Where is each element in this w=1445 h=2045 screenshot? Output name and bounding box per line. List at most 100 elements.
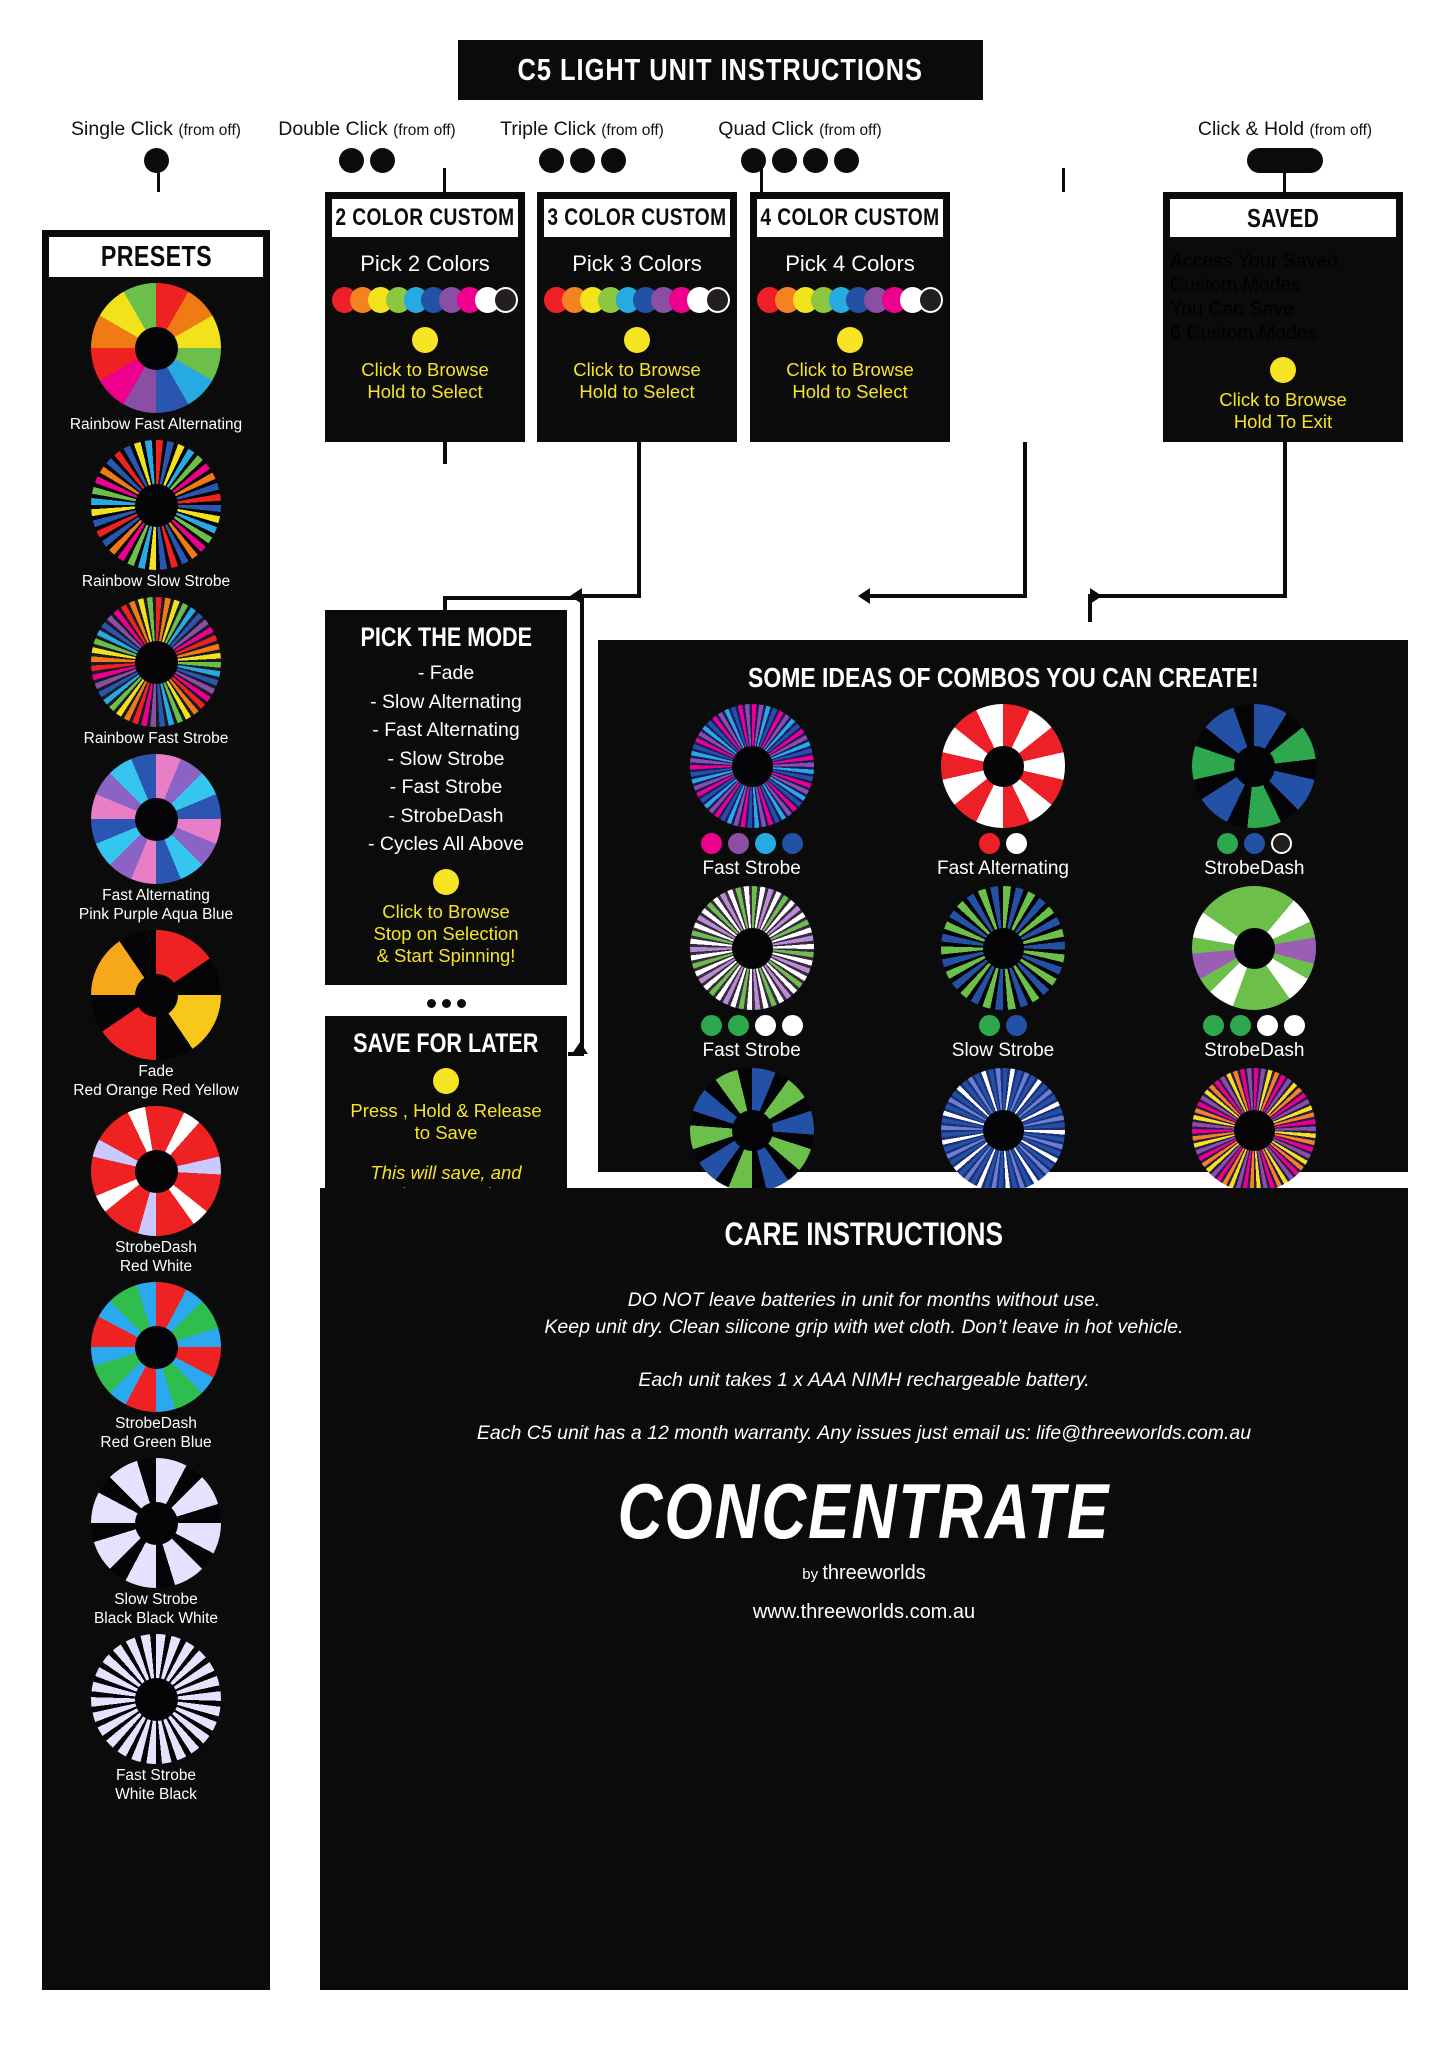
preset-caption: StrobeDash Red White: [49, 1238, 263, 1276]
panel-subtitle: Pick 3 Colors: [572, 251, 702, 276]
light-ring-graphic: [91, 1282, 221, 1412]
click-dot-icon: [600, 147, 626, 173]
preset-caption: Rainbow Slow Strobe: [49, 572, 263, 591]
combo-color-dot: [727, 1014, 749, 1036]
yellow-button-icon[interactable]: [433, 1068, 459, 1094]
light-ring-graphic: [91, 1106, 221, 1236]
combo-color-dot: [1257, 1014, 1279, 1036]
flow-line: [568, 1052, 584, 1056]
combo-color-dots: [1129, 1014, 1380, 1036]
panel-title-saved: SAVED: [1170, 199, 1396, 237]
light-ring-graphic: [1192, 886, 1317, 1010]
combo-color-dot: [978, 1014, 1000, 1036]
panel-2-color-custom: 2 COLOR CUSTOM Pick 2 Colors Click to Br…: [325, 192, 525, 442]
connector-stem: [157, 168, 160, 192]
panel-title-2color: 2 COLOR CUSTOM: [332, 199, 518, 237]
panel-combos: SOME IDEAS OF COMBOS YOU CAN CREATE! Fas…: [598, 640, 1408, 1243]
preset-caption-line: StrobeDash: [115, 1415, 197, 1432]
preset-item: Rainbow Slow Strobe: [49, 440, 263, 591]
preset-caption: Slow Strobe Black Black White: [49, 1590, 263, 1628]
saved-description: Access Your Saved Custom Modes You Can S…: [1170, 250, 1339, 344]
preset-caption-line: Rainbow Fast Alternating: [69, 416, 243, 433]
yellow-button-icon[interactable]: [433, 868, 459, 895]
connector-stem: [443, 168, 446, 192]
light-ring-graphic: [91, 283, 221, 413]
preset-item: Fast Strobe White Black: [49, 1634, 263, 1804]
color-swatch[interactable]: [704, 287, 730, 313]
flow-line: [1090, 594, 1287, 598]
click-header-presets: Single Click (from off): [18, 118, 294, 174]
combo-color-dot: [1005, 1014, 1027, 1036]
click-header-saved: Click & Hold (from off): [1140, 118, 1430, 174]
combo-color-dot: [978, 832, 1000, 854]
combo-color-dot: [1216, 832, 1238, 854]
ring-center: [982, 928, 1024, 969]
combo-color-dot: [1203, 1014, 1225, 1036]
yellow-button-icon[interactable]: [412, 327, 438, 353]
color-swatch[interactable]: [917, 287, 943, 313]
yellow-button-icon[interactable]: [837, 327, 863, 353]
panel-3-color-custom: 3 COLOR CUSTOM Pick 3 Colors Click to Br…: [537, 192, 737, 442]
combo-color-dots: [877, 1014, 1128, 1036]
pick-mode-action-text: Click to Browse Stop on Selection & Star…: [373, 900, 519, 966]
flow-line: [580, 594, 584, 1056]
preset-caption-line: Red Green Blue: [100, 1434, 212, 1451]
click-header-3color: Triple Click (from off): [436, 118, 728, 174]
light-ring-graphic: [1192, 1068, 1317, 1192]
save-later-action-text: Press , Hold & Release to Save: [350, 1100, 542, 1143]
pick-mode-item: - Cycles All Above: [367, 833, 525, 855]
yellow-button-icon[interactable]: [624, 327, 650, 353]
ring-center: [135, 974, 178, 1017]
preset-caption-line: StrobeDash: [115, 1239, 197, 1256]
preset-caption-line: Fast Strobe: [115, 1767, 197, 1784]
presets-list: Rainbow Fast Alternating Rainbow Slow St…: [49, 283, 263, 1804]
panel-action-text: Click to Browse Hold To Exit: [1219, 389, 1347, 432]
preset-caption: Fast Alternating Pink Purple Aqua Blue: [49, 886, 263, 924]
light-ring-graphic: [689, 704, 814, 828]
combo-item: Fast Strobe: [626, 886, 877, 1068]
click-header-label: Click & Hold (from off): [1197, 118, 1373, 140]
ring-center: [135, 484, 178, 527]
combos-grid: Fast Strobe Fast Alternating StrobeDash …: [598, 694, 1408, 1250]
panel-4-color-custom: 4 COLOR CUSTOM Pick 4 Colors Click to Br…: [750, 192, 950, 442]
color-swatch-row-2: [332, 287, 518, 313]
light-ring-graphic: [940, 704, 1065, 828]
care-paragraph: Each C5 unit has a 12 month warranty. An…: [476, 1422, 1252, 1444]
panel-care-instructions: CARE INSTRUCTIONS DO NOT leave batteries…: [320, 1188, 1408, 1990]
combo-item: StrobeDash: [1129, 886, 1380, 1068]
connector-stem: [760, 168, 763, 192]
click-dots: [650, 146, 950, 174]
pick-mode-item: - Slow Alternating: [370, 690, 522, 713]
combo-color-dot: [781, 1014, 803, 1036]
dot-icon: [456, 999, 466, 1008]
click-dot-icon: [143, 147, 169, 173]
flow-line: [870, 594, 1027, 598]
color-swatch-row-4: [757, 287, 943, 313]
preset-item: Rainbow Fast Strobe: [49, 597, 263, 748]
preset-item: Fade Red Orange Red Yellow: [49, 930, 263, 1100]
click-header-label: Double Click (from off): [278, 118, 456, 140]
flow-arrow-icon: [858, 588, 870, 604]
color-swatch[interactable]: [492, 287, 518, 313]
preset-caption-line: Rainbow Fast Strobe: [83, 730, 229, 747]
ring-center: [135, 1678, 178, 1721]
ring-center: [135, 641, 178, 684]
brand-url[interactable]: www.threeworlds.com.au: [752, 1601, 976, 1623]
panel-title-3color: 3 COLOR CUSTOM: [544, 199, 730, 237]
panel-subtitle: Pick 2 Colors: [360, 251, 490, 276]
pick-mode-item: - Fast Strobe: [389, 776, 503, 798]
combo-color-dot: [1230, 1014, 1252, 1036]
connector-stem: [1283, 168, 1286, 192]
light-ring-graphic: [1192, 704, 1317, 828]
pick-mode-item: - StrobeDash: [388, 804, 504, 827]
click-dots: [226, 146, 508, 174]
yellow-button-icon[interactable]: [1270, 357, 1296, 383]
click-dot-icon: [772, 147, 797, 173]
flow-line: [443, 596, 447, 610]
page-title-text: C5 LIGHT UNIT INSTRUCTIONS: [517, 52, 924, 87]
light-ring-graphic: [91, 1458, 221, 1588]
preset-item: Fast Alternating Pink Purple Aqua Blue: [49, 754, 263, 924]
panel-action-text: Click to Browse Hold to Select: [573, 359, 701, 402]
combo-color-dots: [877, 832, 1128, 854]
ring-center: [982, 1110, 1024, 1151]
